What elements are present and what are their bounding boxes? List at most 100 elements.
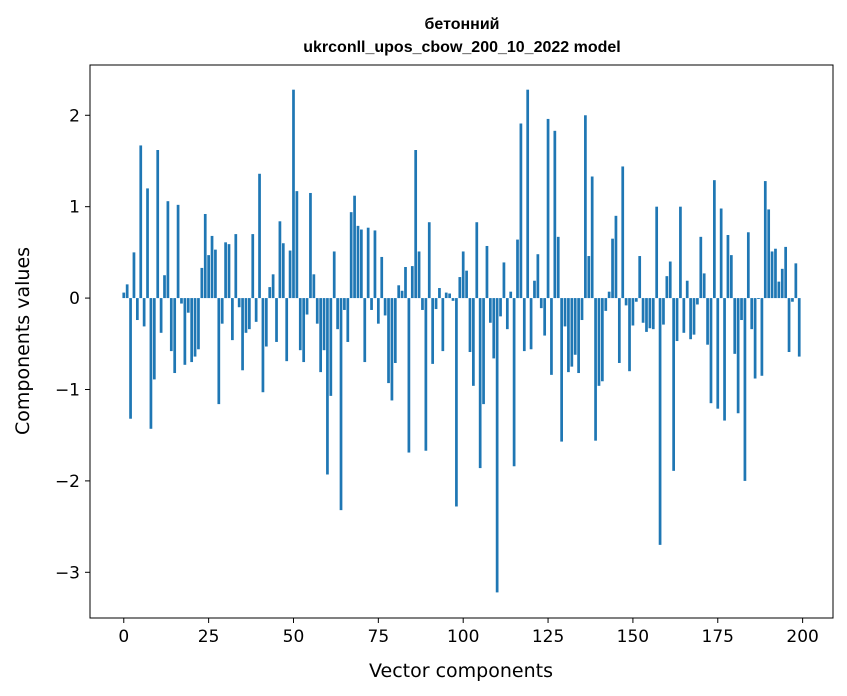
- bar-56: [312, 274, 316, 299]
- bar-188: [760, 298, 764, 376]
- bar-168: [692, 298, 696, 335]
- bar-44: [271, 274, 275, 299]
- bar-187: [757, 298, 760, 299]
- bar-43: [268, 287, 272, 299]
- bar-154: [645, 298, 648, 332]
- bar-89: [424, 298, 428, 451]
- bar-14: [169, 298, 173, 352]
- bar-107: [485, 245, 489, 299]
- bar-73: [370, 298, 373, 310]
- bar-148: [624, 298, 628, 306]
- y-tick-label: −3: [55, 563, 80, 583]
- bar-82: [400, 290, 404, 299]
- bar-99: [458, 277, 462, 299]
- bar-21: [193, 298, 197, 357]
- bar-63: [336, 298, 339, 330]
- x-tick-label: 150: [617, 627, 649, 647]
- bar-86: [414, 150, 418, 299]
- bar-49: [288, 250, 292, 299]
- bar-9: [152, 298, 156, 380]
- bar-11: [159, 298, 163, 333]
- bar-146: [617, 298, 621, 363]
- bar-45: [275, 298, 278, 342]
- plot-frame: [89, 64, 834, 619]
- bar-122: [536, 254, 540, 299]
- bar-181: [736, 298, 740, 414]
- bar-157: [655, 206, 659, 299]
- x-tick-label: 125: [532, 627, 564, 647]
- bar-116: [516, 239, 519, 299]
- bar-87: [417, 251, 421, 299]
- bar-24: [203, 213, 207, 299]
- y-axis-ticks: −3 −2 −1 0 1 2: [55, 106, 90, 583]
- x-tick-label: 25: [198, 627, 220, 647]
- bar-13: [166, 201, 170, 299]
- bar-166: [685, 280, 689, 299]
- x-tick-label: 75: [368, 627, 390, 647]
- bar-192: [774, 248, 777, 299]
- bar-143: [607, 291, 611, 299]
- bar-22: [197, 298, 200, 350]
- bar-32: [231, 298, 234, 341]
- bar-6: [142, 298, 146, 327]
- bar-96: [448, 293, 451, 299]
- bar-102: [468, 298, 472, 353]
- bar-35: [241, 298, 244, 371]
- chart-title-line1: бетонний: [425, 16, 500, 33]
- bar-10: [156, 150, 160, 299]
- bar-120: [529, 298, 533, 350]
- bar-15: [173, 298, 177, 374]
- bar-65: [343, 298, 346, 310]
- bar-39: [254, 298, 258, 322]
- bar-127: [553, 130, 557, 299]
- bar-79: [390, 298, 394, 401]
- x-tick-label: 50: [283, 627, 305, 647]
- bar-95: [444, 292, 448, 299]
- bar-123: [539, 298, 543, 309]
- bar-111: [499, 298, 502, 317]
- bar-124: [543, 298, 547, 336]
- bar-31: [227, 244, 231, 299]
- bar-142: [604, 298, 608, 311]
- bar-198: [794, 263, 798, 299]
- bar-189: [763, 181, 767, 299]
- bar-77: [383, 298, 387, 316]
- bar-12: [163, 275, 166, 299]
- bar-61: [329, 298, 333, 396]
- bar-105: [478, 298, 482, 469]
- bar-114: [509, 291, 513, 299]
- bar-156: [651, 298, 655, 330]
- bar-135: [580, 298, 584, 321]
- bar-136: [584, 115, 587, 299]
- bar-104: [475, 222, 479, 299]
- bar-197: [791, 298, 794, 302]
- bar-46: [278, 221, 282, 299]
- bar-177: [723, 298, 726, 421]
- bar-158: [658, 298, 662, 545]
- bar-129: [560, 298, 563, 442]
- bar-109: [492, 298, 496, 359]
- bar-170: [699, 236, 703, 299]
- bar-150: [631, 298, 635, 326]
- bar-19: [186, 298, 190, 313]
- y-tick-label: 2: [69, 106, 80, 126]
- bar-2: [129, 298, 132, 419]
- bar-103: [472, 298, 475, 386]
- bar-53: [302, 298, 306, 363]
- x-tick-label: 0: [118, 627, 129, 647]
- y-tick-label: −1: [55, 380, 80, 400]
- bar-118: [522, 298, 526, 352]
- bar-173: [709, 298, 713, 404]
- bar-128: [556, 236, 560, 299]
- bar-155: [648, 298, 652, 329]
- bar-75: [376, 298, 380, 324]
- y-tick-label: 1: [69, 198, 80, 218]
- x-tick-label: 175: [702, 627, 734, 647]
- bar-130: [563, 298, 567, 327]
- bar-42: [264, 298, 268, 347]
- bar-149: [628, 298, 631, 372]
- bar-64: [339, 298, 343, 511]
- bar-23: [200, 267, 204, 299]
- bar-169: [696, 298, 699, 305]
- bar-112: [502, 262, 506, 299]
